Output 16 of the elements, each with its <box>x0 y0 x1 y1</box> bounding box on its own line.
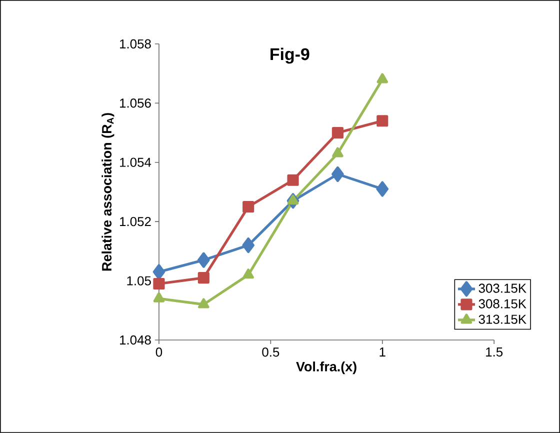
legend-label: 303.15K <box>478 284 526 293</box>
y-tick-label: 1.052 <box>120 217 151 226</box>
legend-label: 308.15K <box>478 299 526 308</box>
y-tick-label: 1.058 <box>120 39 151 49</box>
y-tick-label: 1.05 <box>127 276 151 286</box>
legend-label: 313.15K <box>478 314 526 324</box>
x-axis-title: Vol.fra.(x) <box>296 362 356 374</box>
x-tick-label: 1 <box>380 348 386 356</box>
y-axis-title: Relative association (R$_{A}$) <box>102 113 114 271</box>
chart-title: Fig-9 <box>270 48 310 64</box>
x-tick-label: 1.5 <box>486 348 503 357</box>
y-tick-label: 1.054 <box>120 158 152 167</box>
y-tick-label: 1.056 <box>120 98 151 108</box>
x-tick-label: 0.5 <box>262 348 280 357</box>
y-tick-label: 1.048 <box>120 335 151 345</box>
x-tick-label: 0 <box>156 348 162 357</box>
